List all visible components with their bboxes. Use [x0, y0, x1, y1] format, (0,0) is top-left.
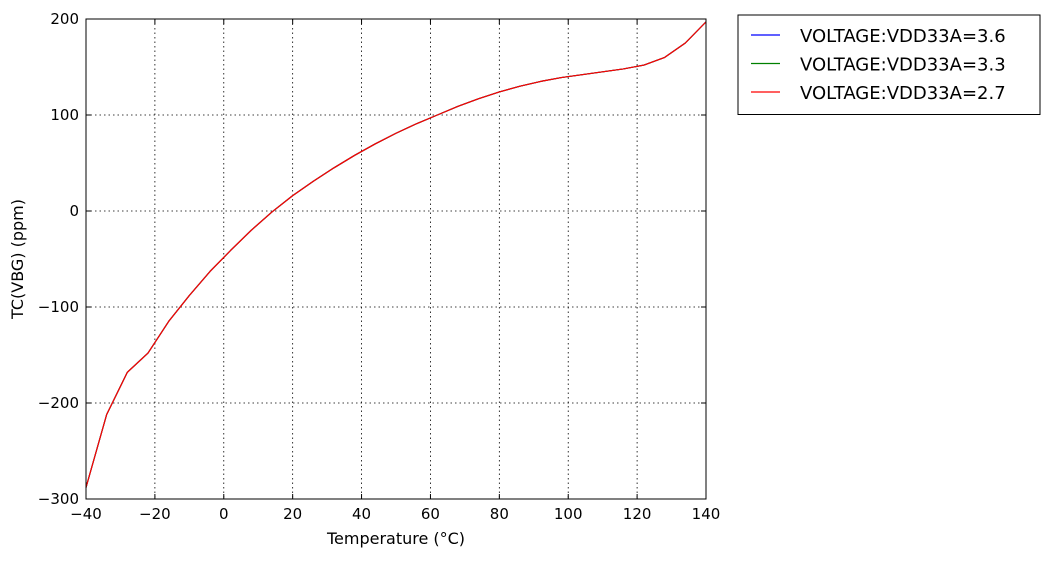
x-tick-label: 60	[421, 505, 440, 523]
x-tick-label: 40	[352, 505, 371, 523]
ticks-layer: −40 −20 0 20 40 60 80 100 120 140−300−200−1000100…	[38, 10, 721, 523]
x-tick-label: 0	[219, 505, 229, 523]
series-layer	[85, 21, 707, 488]
x-tick-label: 80	[490, 505, 509, 523]
legend: VOLTAGE:VDD33A=3.6 VOLTAGE:VDD33A=3.3 VOLT…	[737, 14, 1041, 115]
legend-box	[737, 14, 1041, 115]
series-line-2	[85, 21, 707, 488]
y-tick-label: −200	[38, 394, 79, 412]
x-tick-label: −20	[139, 505, 171, 523]
grid-layer	[86, 19, 706, 499]
y-tick-label: −300	[38, 490, 79, 508]
x-tick-label: 20	[283, 505, 302, 523]
y-axis-label: TC(VBG) (ppm)	[8, 199, 27, 320]
y-tick-label: 100	[50, 106, 79, 124]
y-tick-label: −100	[38, 298, 79, 316]
x-tick-label: −40	[70, 505, 102, 523]
series-line-3	[85, 21, 707, 488]
x-tick-label: 140	[692, 505, 721, 523]
x-tick-label: 100	[554, 505, 583, 523]
plot-frame	[85, 18, 707, 500]
series-line-1	[85, 21, 707, 488]
x-tick-label: 120	[623, 505, 652, 523]
y-tick-label: 200	[50, 10, 79, 28]
legend-label: VOLTAGE:VDD33A=2.7	[800, 83, 1006, 104]
y-tick-label: 0	[69, 202, 79, 220]
x-axis-label: Temperature (°C)	[326, 529, 465, 548]
legend-label: VOLTAGE:VDD33A=3.3	[800, 55, 1006, 76]
legend-label: VOLTAGE:VDD33A=3.6	[800, 26, 1006, 47]
